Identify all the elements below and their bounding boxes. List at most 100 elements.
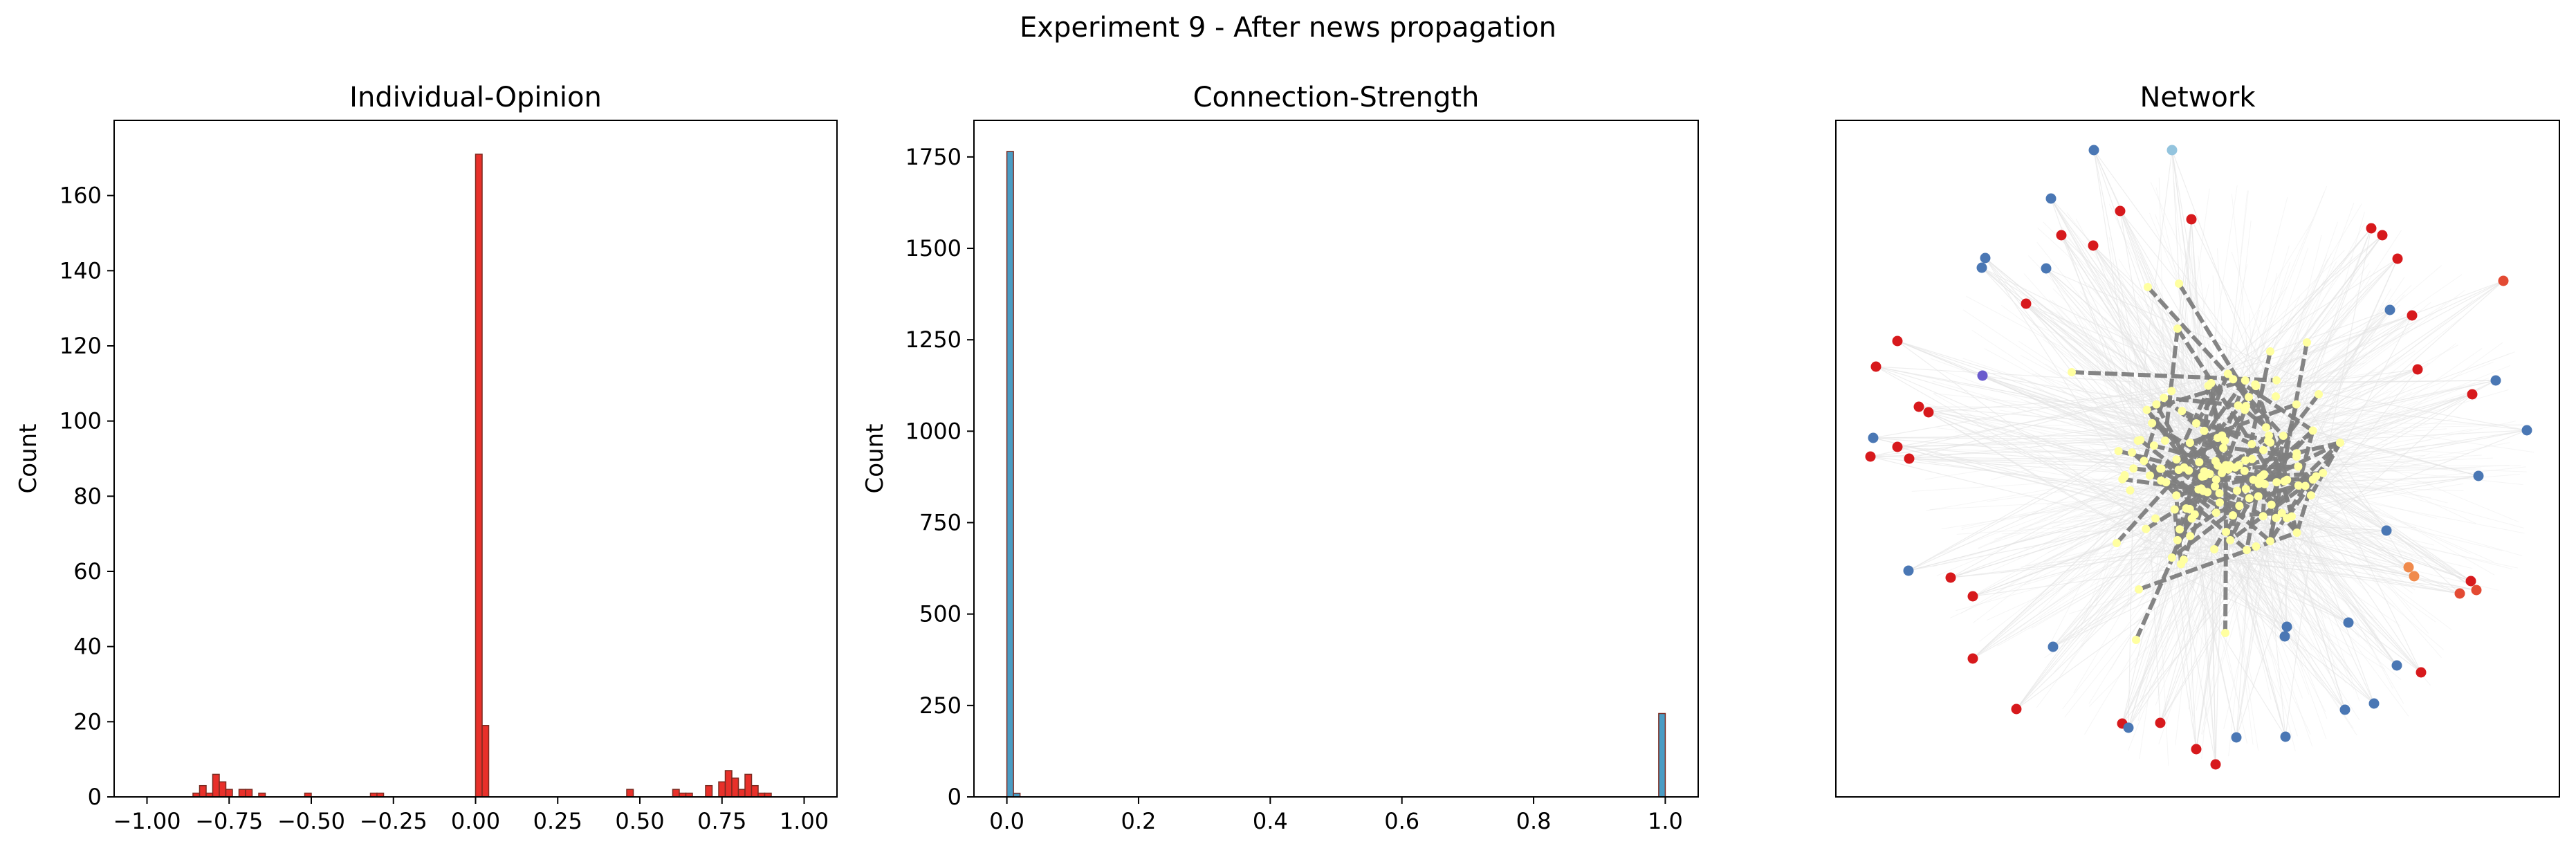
strong-edge: [2177, 282, 2251, 398]
weak-edge: [2178, 273, 2256, 391]
strong-edge: [2194, 372, 2230, 425]
weak-edge: [1873, 437, 2200, 515]
weak-edge: [2252, 258, 2328, 434]
network-node: [2280, 731, 2291, 742]
x-tick-label: 0.25: [533, 808, 582, 834]
weak-edge: [2128, 527, 2216, 751]
weak-edge: [1974, 429, 2134, 495]
network-node: [2186, 531, 2195, 540]
weak-edge: [2214, 524, 2254, 688]
network-node: [2473, 470, 2484, 481]
network-node: [2312, 472, 2321, 481]
network-node: [2011, 704, 2022, 715]
weak-edge: [2270, 459, 2412, 475]
weak-edge: [2206, 539, 2282, 699]
weak-edge: [1873, 382, 2192, 439]
network-node: [2048, 641, 2059, 652]
x-tick-label: 0.50: [615, 808, 664, 834]
network-node: [2114, 447, 2123, 456]
weak-edge: [2158, 565, 2220, 744]
weak-edge: [2292, 497, 2413, 556]
weak-edge: [1932, 495, 2175, 567]
weak-edge: [2241, 502, 2375, 632]
weak-edge: [2026, 547, 2160, 567]
network-node: [2155, 717, 2166, 728]
weak-edge: [2179, 516, 2229, 634]
weak-edge: [2277, 223, 2365, 384]
network-node: [2207, 378, 2216, 387]
histogram-bar: [481, 725, 490, 798]
weak-edge: [2149, 529, 2161, 724]
weak-edge: [2169, 407, 2207, 442]
weak-edge: [2281, 367, 2292, 386]
weak-edge: [2201, 476, 2227, 759]
weak-edge: [2278, 221, 2338, 394]
weak-edge: [2276, 380, 2496, 426]
weak-edge: [2052, 288, 2222, 459]
network-node: [2301, 481, 2310, 490]
weak-edge: [2180, 280, 2504, 402]
weak-edge: [2267, 533, 2416, 561]
y-tick-label: 140: [59, 257, 102, 284]
weak-edge: [2256, 521, 2380, 535]
network-node: [2200, 426, 2209, 435]
weak-edge: [2299, 300, 2393, 390]
network-node: [2235, 502, 2244, 511]
weak-edge: [2122, 501, 2154, 513]
weak-edge: [2292, 294, 2405, 428]
network-node: [2306, 491, 2315, 500]
network-node: [1870, 361, 1882, 372]
weak-edge: [2137, 484, 2142, 496]
weak-edge: [2279, 424, 2522, 432]
histogram-bar: [744, 773, 753, 798]
weak-edge: [1991, 441, 2131, 480]
weak-edge: [2249, 265, 2442, 430]
weak-edge: [2140, 149, 2173, 394]
network-node: [2245, 494, 2254, 503]
weak-edge: [1970, 383, 2171, 425]
weak-edge: [2223, 562, 2262, 729]
weak-edge: [2300, 522, 2404, 704]
weak-edge: [2061, 230, 2196, 388]
network-node: [2173, 324, 2182, 333]
weak-edge: [2139, 528, 2180, 604]
weak-edge: [2243, 421, 2326, 441]
x-tick-label: 0.0: [989, 808, 1024, 834]
weak-edge: [2216, 541, 2310, 659]
network-node: [1967, 653, 1978, 664]
weak-edge: [2080, 301, 2203, 458]
weak-edge: [2264, 362, 2366, 391]
weak-edge: [2175, 526, 2201, 746]
network-node: [2156, 464, 2165, 473]
network-node: [2129, 464, 2138, 473]
weak-edge: [2239, 334, 2362, 460]
network-node: [2279, 631, 2290, 642]
weak-edge: [2246, 523, 2303, 590]
network-node: [1967, 591, 1978, 602]
network-node: [2219, 443, 2228, 452]
weak-edge: [2314, 421, 2532, 426]
weak-edge: [2174, 366, 2227, 376]
weak-edge: [2278, 517, 2285, 564]
weak-edge: [2228, 318, 2421, 463]
weak-edge: [2210, 548, 2259, 628]
weak-edge: [2318, 466, 2392, 484]
weak-edge: [2213, 250, 2345, 385]
weak-edge: [2128, 367, 2146, 425]
weak-edge: [2160, 554, 2208, 724]
weak-edge: [2294, 442, 2510, 484]
network-node: [2221, 629, 2229, 637]
network-node: [2241, 484, 2250, 493]
weak-edge: [2040, 486, 2127, 520]
weak-edge: [2292, 415, 2403, 437]
network-node: [2454, 588, 2465, 599]
weak-edge: [2024, 502, 2198, 549]
histogram-bar: [724, 770, 733, 798]
weak-edge: [2270, 514, 2518, 569]
weak-edge: [2239, 476, 2411, 550]
weak-edge: [2058, 443, 2123, 447]
weak-edge: [2275, 376, 2344, 380]
weak-edge: [2153, 318, 2164, 410]
weak-edge: [2269, 203, 2355, 434]
weak-edge: [1930, 358, 2193, 454]
